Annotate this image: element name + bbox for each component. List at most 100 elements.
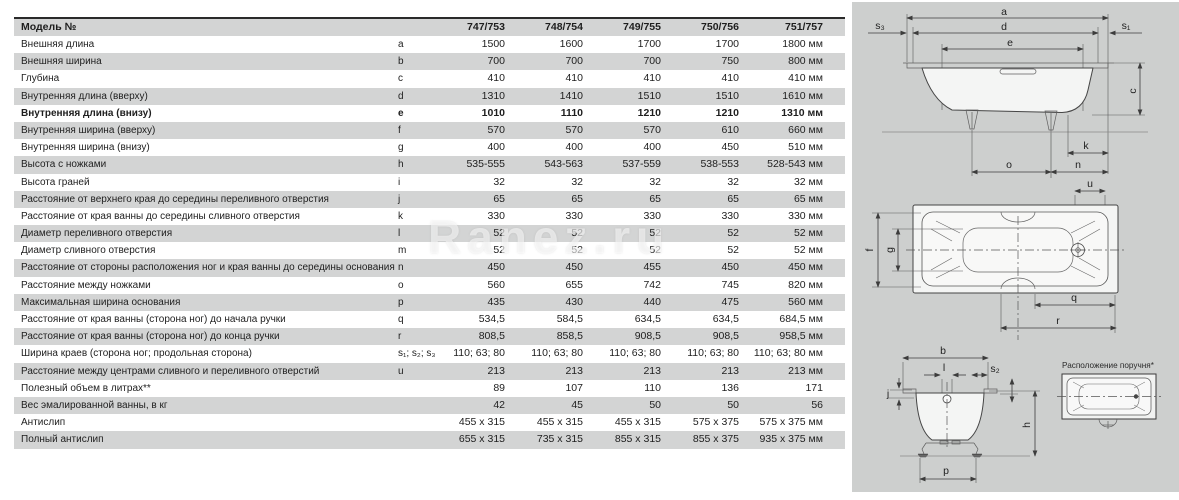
value-cell: 450 bbox=[721, 141, 739, 154]
dim-letter-cell: h bbox=[398, 159, 404, 171]
spec-label-cell: Внутренняя длина (внизу) bbox=[21, 107, 152, 119]
dim-label-b: b bbox=[940, 345, 946, 357]
dim-letter-cell: d bbox=[398, 90, 404, 102]
value-cell: 32 bbox=[571, 175, 583, 188]
value-cell: 435 bbox=[487, 295, 505, 308]
value-cell: 65 мм bbox=[793, 192, 823, 205]
value-cell: 610 bbox=[721, 123, 739, 136]
dim-label-p: p bbox=[943, 465, 949, 477]
spec-label-cell: Расстояние между ножками bbox=[21, 279, 151, 291]
spec-label-cell: Расстояние от стороны расположения ног и… bbox=[21, 262, 395, 274]
model-col-header: 747/753 bbox=[467, 21, 505, 33]
value-cell: 535-555 bbox=[466, 158, 505, 171]
dim-label-s3: s₃ bbox=[875, 20, 885, 32]
value-cell: 330 bbox=[565, 209, 583, 222]
dim-label-l: l bbox=[943, 362, 945, 374]
value-cell: 52 bbox=[649, 244, 661, 257]
model-col-header: 751/757 bbox=[785, 21, 823, 33]
value-cell: 440 bbox=[643, 295, 661, 308]
value-cell: 538-553 bbox=[700, 158, 739, 171]
dim-label-j: j bbox=[886, 388, 889, 400]
value-cell: 858,5 bbox=[556, 330, 583, 343]
value-cell: 65 bbox=[571, 192, 583, 205]
value-cell: 800 мм bbox=[788, 55, 823, 68]
value-cell: 410 bbox=[565, 72, 583, 85]
value-cell: 855 x 315 bbox=[614, 433, 661, 446]
dim-letter-cell: k bbox=[398, 210, 403, 222]
dim-letter-cell bbox=[398, 431, 432, 448]
table-row: Диаметр сливного отверстия m 52 52 52 52… bbox=[14, 242, 845, 259]
bathtub-foot-icon bbox=[921, 442, 927, 455]
dim-letter-cell: g bbox=[398, 142, 404, 154]
value-cell: 52 bbox=[493, 227, 505, 240]
dim-letter-cell: s₁; s₂; s₃ bbox=[398, 348, 436, 360]
value-cell: 575 x 375 мм bbox=[759, 416, 823, 429]
spec-label-cell: Диаметр сливного отверстия bbox=[21, 245, 156, 257]
value-cell: 735 x 315 bbox=[536, 433, 583, 446]
value-cell: 65 bbox=[493, 192, 505, 205]
value-cell: 32 мм bbox=[793, 175, 823, 188]
value-cell: 32 bbox=[649, 175, 661, 188]
handle-location-caption: Расположение поручня* bbox=[1062, 361, 1155, 370]
dim-label-r: r bbox=[1056, 315, 1060, 327]
dim-letter-cell: f bbox=[398, 124, 401, 136]
value-cell: 455 x 315 bbox=[536, 416, 583, 429]
dim-label-o: o bbox=[1006, 159, 1012, 171]
table-row: Вес эмалированной ванны, в кг 42 45 50 5… bbox=[14, 396, 845, 415]
value-cell: 455 bbox=[643, 261, 661, 274]
value-cell: 560 мм bbox=[788, 295, 823, 308]
value-cell: 52 bbox=[571, 227, 583, 240]
dim-letter-cell: n bbox=[398, 262, 404, 274]
model-col-header: 748/754 bbox=[545, 21, 583, 33]
dim-letter-cell: e bbox=[398, 107, 404, 119]
table-row: Расстояние от края ванны до середины сли… bbox=[14, 208, 845, 225]
value-cell: 450 bbox=[565, 261, 583, 274]
value-cell: 700 bbox=[565, 55, 583, 68]
value-cell: 455 x 315 bbox=[614, 416, 661, 429]
value-cell: 450 мм bbox=[788, 261, 823, 274]
value-cell: 1800 мм bbox=[782, 38, 823, 50]
table-row: Полный антислип 655 x 315 735 x 315 855 … bbox=[14, 431, 845, 449]
value-cell: 1510 bbox=[637, 89, 661, 102]
dim-letter-cell: o bbox=[398, 279, 404, 291]
value-cell: 660 мм bbox=[788, 123, 823, 136]
table-row: Максимальная ширина основания p 435 430 … bbox=[14, 293, 845, 311]
dim-label-n: n bbox=[1075, 159, 1081, 171]
value-cell: 1700 bbox=[637, 38, 661, 50]
value-cell: 908,5 bbox=[712, 330, 739, 343]
value-cell: 958,5 мм bbox=[779, 330, 823, 343]
value-cell: 455 x 315 bbox=[458, 416, 505, 429]
spec-label-cell: Антислип bbox=[21, 417, 66, 429]
dim-letter-cell bbox=[398, 397, 432, 414]
bathtub-leg-icon bbox=[965, 109, 979, 130]
value-cell: 410 bbox=[721, 72, 739, 85]
value-cell: 1310 мм bbox=[781, 106, 823, 119]
value-cell: 65 bbox=[727, 192, 739, 205]
spec-label-cell: Внешняя длина bbox=[21, 39, 95, 50]
value-cell: 213 bbox=[643, 364, 661, 377]
value-cell: 56 bbox=[811, 398, 823, 411]
spec-label-cell: Внутренняя длина (вверху) bbox=[21, 90, 148, 102]
value-cell: 52 bbox=[727, 244, 739, 257]
value-cell: 745 bbox=[721, 278, 739, 291]
value-cell: 475 bbox=[721, 295, 739, 308]
value-cell: 400 bbox=[565, 141, 583, 154]
value-cell: 110; 63; 80 мм bbox=[753, 347, 823, 360]
value-cell: 1210 bbox=[715, 106, 739, 119]
value-cell: 213 bbox=[487, 364, 505, 377]
value-cell: 534,5 bbox=[478, 313, 505, 325]
table-header-row: Модель № 747/753 748/754 749/755 750/756… bbox=[14, 17, 845, 36]
value-cell: 410 bbox=[643, 72, 661, 85]
value-cell: 584,5 bbox=[556, 313, 583, 325]
value-cell: 750 bbox=[721, 55, 739, 68]
value-cell: 537-559 bbox=[622, 158, 661, 171]
bathtub-foot-icon bbox=[973, 442, 979, 455]
value-cell: 1010 bbox=[481, 106, 505, 119]
value-cell: 110; 63; 80 bbox=[453, 347, 505, 360]
value-cell: 634,5 bbox=[712, 313, 739, 325]
bathtub-spec-table: Модель № 747/753 748/754 749/755 750/756… bbox=[14, 17, 845, 449]
value-cell: 65 bbox=[649, 192, 661, 205]
value-cell: 908,5 bbox=[634, 330, 661, 343]
spec-label-cell: Расстояние от верхнего края до середины … bbox=[21, 193, 329, 205]
value-cell: 820 мм bbox=[788, 278, 823, 291]
